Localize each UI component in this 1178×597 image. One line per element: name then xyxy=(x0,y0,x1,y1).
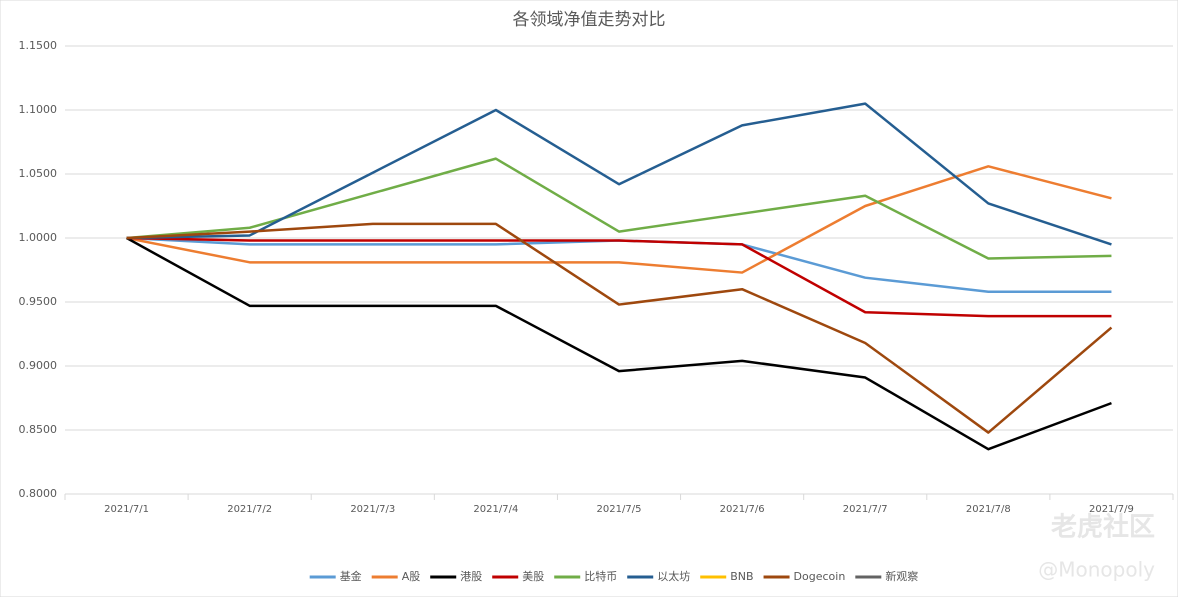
series-line xyxy=(126,165,1112,274)
y-tick-label: 0.9000 xyxy=(19,359,58,372)
legend-label: 港股 xyxy=(460,570,482,583)
y-tick-label: 1.0000 xyxy=(19,231,58,244)
series-line xyxy=(126,236,1112,318)
x-tick-label: 2021/7/3 xyxy=(350,504,395,515)
x-tick-label: 2021/7/6 xyxy=(720,504,765,515)
series-line xyxy=(126,157,1112,260)
y-tick-label: 0.8500 xyxy=(19,423,58,436)
legend-label: Dogecoin xyxy=(794,570,846,583)
legend-label: 美股 xyxy=(522,570,544,583)
x-tick-label: 2021/7/1 xyxy=(104,504,149,515)
legend-label: BNB xyxy=(730,570,753,583)
watermark: @Monopoly xyxy=(1038,558,1155,582)
x-tick-label: 2021/7/2 xyxy=(227,504,272,515)
series-line xyxy=(126,102,1112,246)
legend-label: 新观察 xyxy=(885,569,918,583)
x-tick-label: 2021/7/8 xyxy=(966,504,1011,515)
y-tick-label: 0.9500 xyxy=(19,295,58,308)
legend-label: A股 xyxy=(402,570,421,583)
series-line xyxy=(126,222,1113,434)
x-tick-label: 2021/7/4 xyxy=(473,504,518,515)
x-tick-label: 2021/7/9 xyxy=(1089,504,1134,515)
y-tick-label: 1.0500 xyxy=(19,167,58,180)
legend-label: 基金 xyxy=(340,569,362,583)
x-tick-label: 2021/7/5 xyxy=(597,504,642,515)
y-tick-label: 1.1500 xyxy=(19,39,58,52)
watermark: 老虎社区 xyxy=(1051,512,1155,543)
x-tick-label: 2021/7/7 xyxy=(843,504,888,515)
legend-label: 比特币 xyxy=(584,569,617,583)
chart-title: 各领域净值走势对比 xyxy=(513,10,666,30)
legend-label: 以太坊 xyxy=(657,569,690,583)
y-tick-label: 1.1000 xyxy=(19,103,58,116)
y-tick-label: 0.8000 xyxy=(19,487,58,500)
series-line xyxy=(125,236,1112,451)
